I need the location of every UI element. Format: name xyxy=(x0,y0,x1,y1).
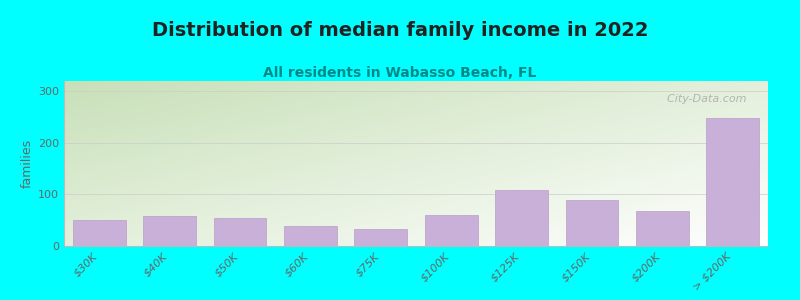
Y-axis label: families: families xyxy=(21,139,34,188)
Bar xyxy=(566,200,618,246)
Bar xyxy=(143,216,196,246)
Bar xyxy=(495,190,548,246)
Bar xyxy=(425,215,478,246)
Text: City-Data.com: City-Data.com xyxy=(660,94,747,104)
Bar xyxy=(354,229,407,246)
Bar xyxy=(214,218,266,246)
Text: All residents in Wabasso Beach, FL: All residents in Wabasso Beach, FL xyxy=(263,66,537,80)
Text: Distribution of median family income in 2022: Distribution of median family income in … xyxy=(152,21,648,40)
Bar xyxy=(636,211,689,246)
Bar xyxy=(73,220,126,246)
Bar xyxy=(706,118,759,246)
Bar xyxy=(284,226,337,246)
